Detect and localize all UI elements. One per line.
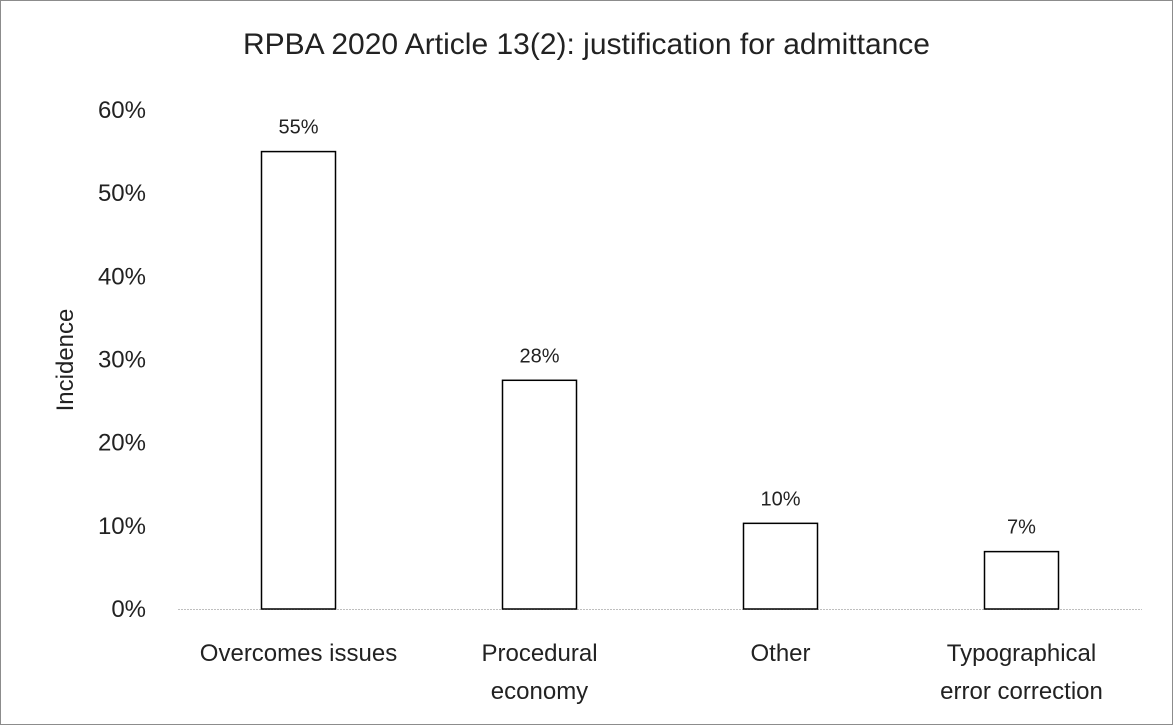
x-tick-label: error correction [940, 678, 1103, 705]
y-tick-label: 50% [98, 180, 146, 207]
chart-title: RPBA 2020 Article 13(2): justification f… [242, 28, 930, 61]
y-tick-label: 30% [98, 347, 146, 374]
bar [983, 550, 1060, 610]
data-label: 28% [519, 345, 559, 367]
bar [260, 150, 337, 610]
x-tick-label: Procedural [481, 640, 597, 667]
data-label: 55% [278, 117, 318, 139]
data-label: 10% [760, 488, 800, 510]
y-axis-label: Incidence [52, 309, 79, 412]
x-tick-label: Overcomes issues [200, 640, 397, 667]
bar [501, 379, 578, 610]
x-tick-label: Typographical [947, 640, 1096, 667]
y-tick-label: 10% [98, 513, 146, 540]
y-tick-label: 40% [98, 263, 146, 290]
x-tick-label: economy [491, 678, 588, 705]
y-tick-label: 0% [111, 596, 146, 623]
data-label: 7% [1007, 517, 1036, 539]
y-tick-label: 20% [98, 430, 146, 457]
x-tick-label: Other [750, 640, 810, 667]
bar [742, 522, 819, 610]
y-tick-label: 60% [98, 97, 146, 124]
